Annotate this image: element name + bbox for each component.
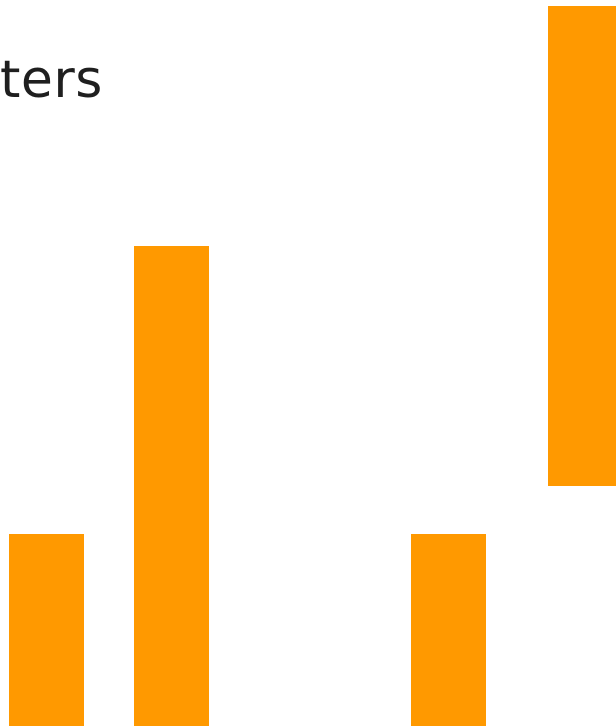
orange-bar-2 <box>134 246 209 726</box>
orange-bar-3 <box>411 534 486 726</box>
cropped-title-text: ters <box>0 50 103 110</box>
orange-bar-4 <box>548 6 616 486</box>
orange-bar-1 <box>9 534 84 726</box>
